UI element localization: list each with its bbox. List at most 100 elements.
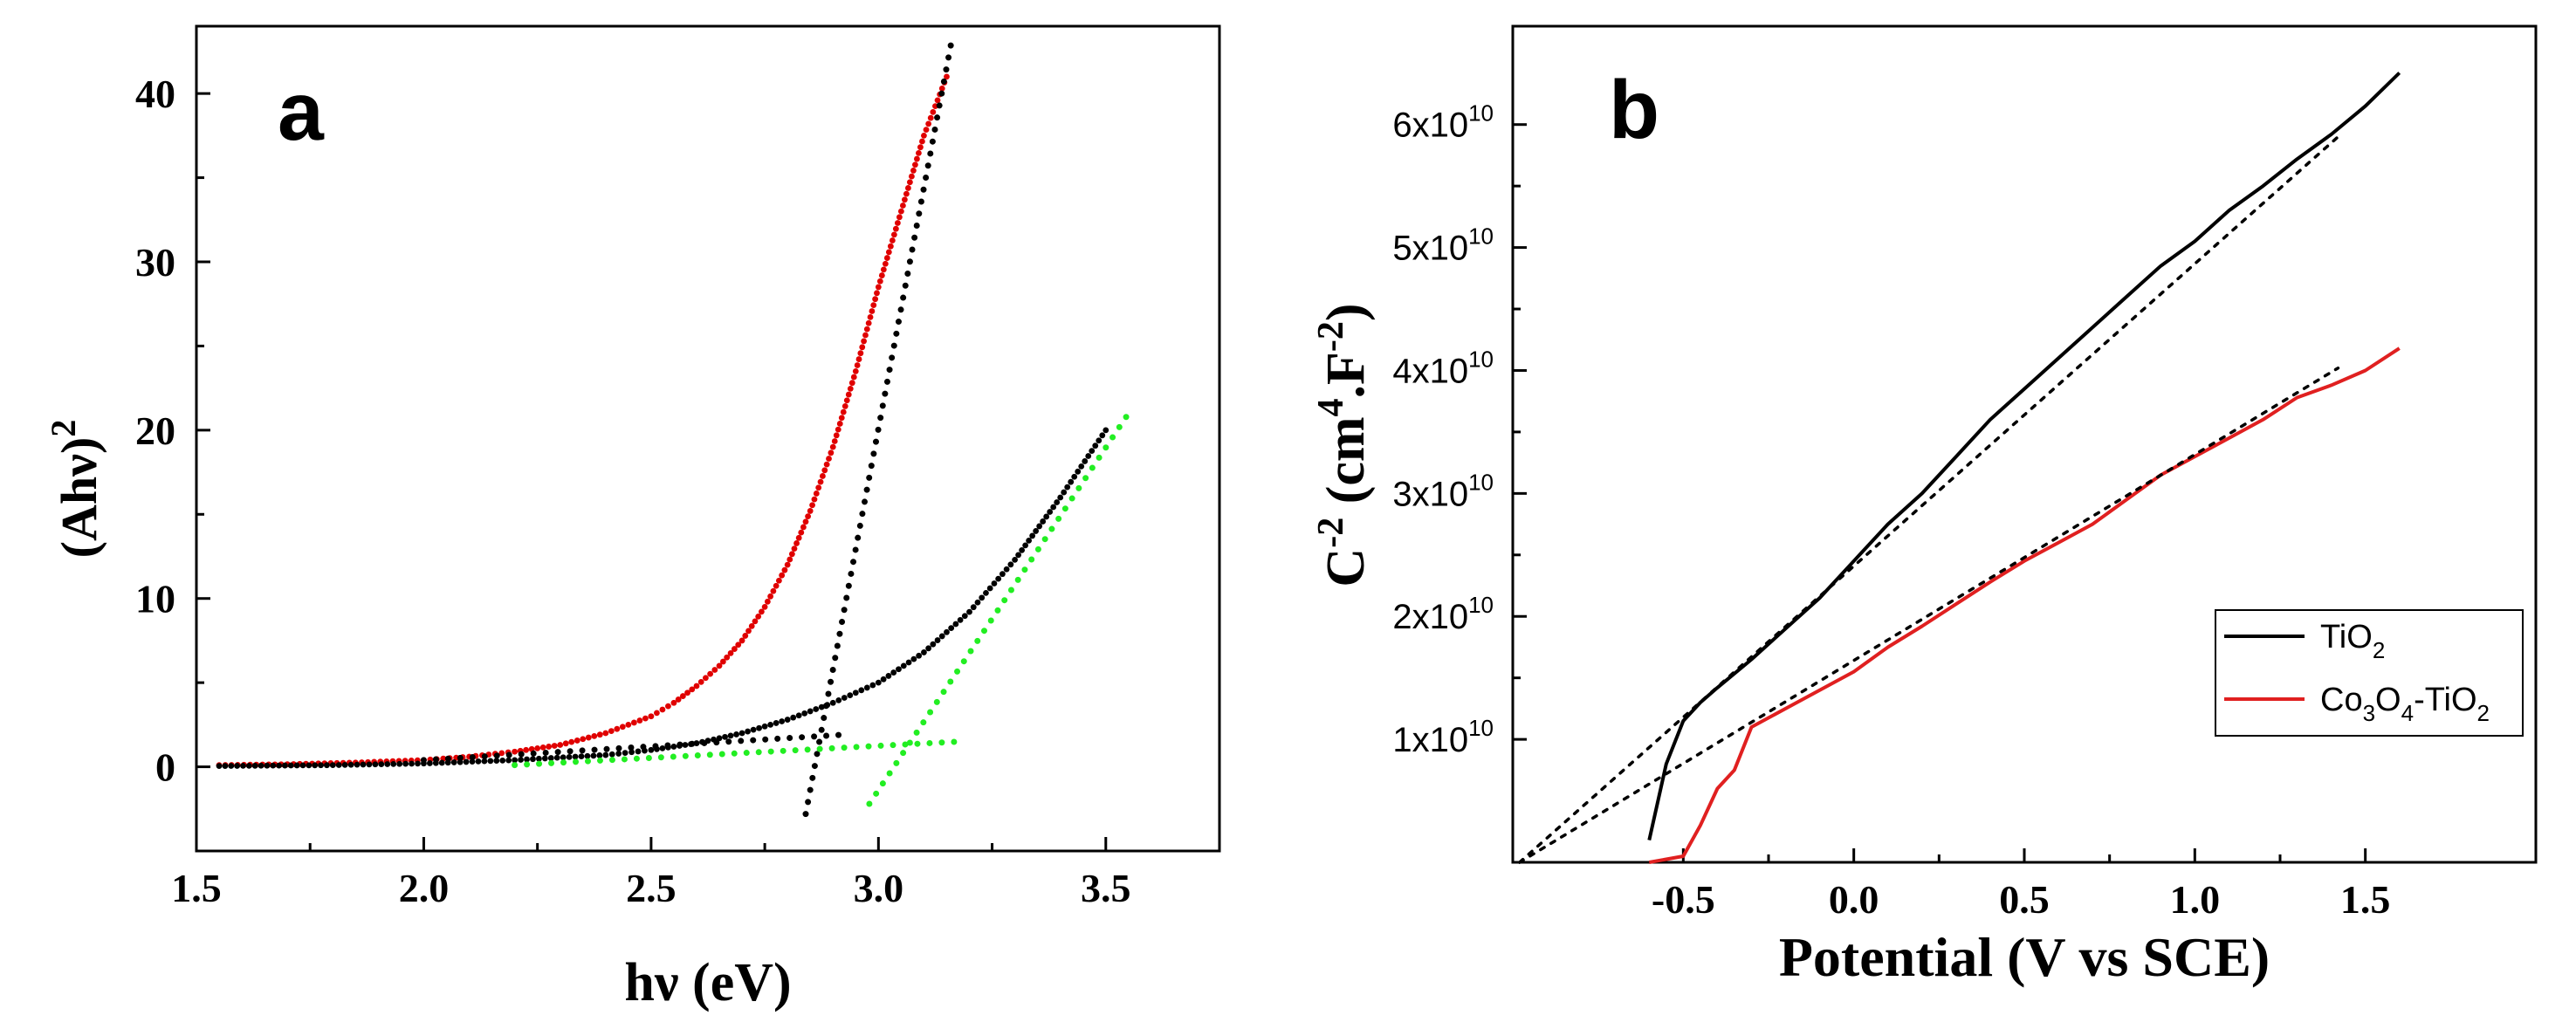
panel-a-point [1068,478,1075,485]
panel-a-point [787,556,793,563]
panel-a-point [276,762,282,769]
panel-a-point [966,608,972,615]
panel-a-point [761,723,768,730]
panel-a-point [546,744,553,750]
panel-a-point [619,724,626,731]
panel-b-ytick-label-0: 1x1010 [1392,715,1494,759]
panel-b-xtick-label-1: 0.0 [1829,877,1879,922]
panel-a-point [900,662,907,669]
panel-b-ytick-label-4: 5x1010 [1392,223,1494,268]
panel-a-point [869,308,876,314]
panel-a-point [800,524,807,531]
panel-a-point [930,641,937,648]
panel-a-point [360,761,367,768]
panel-a-point [854,362,861,368]
panel-a-point [896,214,903,221]
panel-a-point [584,752,591,759]
panel-a-point [921,132,927,139]
panel-a-point [270,762,277,769]
panel-a-point [682,742,689,748]
panel-a-point [596,752,603,758]
panel-a-point [1075,468,1082,475]
panel-b-ytick-label-2: 3x1010 [1392,469,1494,513]
panel-a-point [566,753,573,760]
panel-a-series-green-baseline [512,738,964,769]
panel-a-point [784,561,791,568]
panel-a-point [547,755,554,761]
panel-b-y-axis-title-mid2: .F [1316,352,1376,398]
panel-a-point [908,173,915,180]
panel-a-point [773,720,780,726]
panel-a-point [415,760,421,767]
panel-b-plot-frame [1511,24,2538,864]
panel-a-point [390,760,397,767]
panel-a-point [1054,499,1061,505]
panel-a-point [828,449,835,456]
panel-a-point [914,155,920,162]
panel-a-point [738,730,745,737]
panel-a-ytick-label-2: 20 [135,408,175,453]
panel-a-point [574,738,580,744]
panel-a-point [738,637,745,644]
panel-a-point [707,670,714,677]
panel-b-series-co3o4-tio2 [1648,346,2401,864]
panel-a-point [733,731,739,738]
panel-b-ytick-label-3: 4x1010 [1392,346,1494,390]
panel-a-series-red-curve [216,73,950,769]
panel-b: -0.5 0.0 0.5 1.0 1.51x10102x10103x10104x1010… [1311,24,2538,988]
panel-b-xtick-label-3: 1.0 [2170,877,2221,922]
panel-a-point [1036,523,1043,530]
panel-a-point [1047,509,1054,515]
panel-a-point [1085,453,1092,459]
panel-a-point [1029,532,1036,539]
panel-a-point [813,706,820,712]
panel-a-point [580,736,587,743]
panel-a-point [539,744,546,751]
panel-a-point [970,604,977,611]
panel-a-point [889,237,896,244]
panel-a-y-axis-title: (Ahν)2 [44,420,107,559]
panel-a-point [1078,463,1085,470]
panel-a-point [341,761,348,768]
panel-a-point [608,728,615,734]
panel-a-letter: a [278,65,325,158]
panel-a-point [885,249,892,256]
panel-a-point [402,760,409,767]
panel-a-point [463,758,470,765]
panel-b-ytick-label-5: 6x1010 [1392,100,1494,145]
panel-a-point [835,696,842,703]
panel-a-point [312,762,319,769]
panel-a-point [551,743,558,749]
panel-b-ytick-label-1: 2x1010 [1392,592,1494,636]
panel-b-ytick-mantissa-1: 2x10 [1392,598,1468,636]
panel-a-point [820,473,826,479]
panel-a-point [795,534,802,541]
panel-a-point [622,750,629,756]
panel-a-point [216,763,223,770]
panel-a-point [833,432,840,439]
panel-a-point [826,456,832,462]
panel-a-point [536,755,542,762]
panel-b-ytick-mantissa-5: 6x10 [1392,106,1468,145]
panel-a-point [845,391,852,398]
legend-label-part-sub3: 3 [2363,700,2375,726]
panel-a-point [815,484,822,491]
panel-a-point [829,699,836,706]
panel-a-point [938,633,945,640]
panel-b-ytick-mantissa-3: 4x10 [1392,352,1468,390]
panel-a-point [861,338,867,345]
panel-a-point [372,761,379,768]
panel-b-series [1518,72,2401,864]
panel-a-point [293,762,300,769]
panel-a: 1.5 2.0 2.5 3.0 3.5 0 10 20 30 40 a hν (eV) (Ahν)… [44,24,1221,1012]
panel-a-ytick-label-1: 10 [135,577,175,621]
panel-a-point [264,762,271,769]
panel-a-point [878,272,885,278]
panel-a-point [870,302,877,308]
panel-a-point [906,179,913,186]
panel-a-series-black-tangent-red [802,39,955,818]
panel-a-point [240,763,246,769]
panel-a-point [807,708,814,715]
panel-a-point [890,231,897,238]
panel-a-point [917,144,924,151]
